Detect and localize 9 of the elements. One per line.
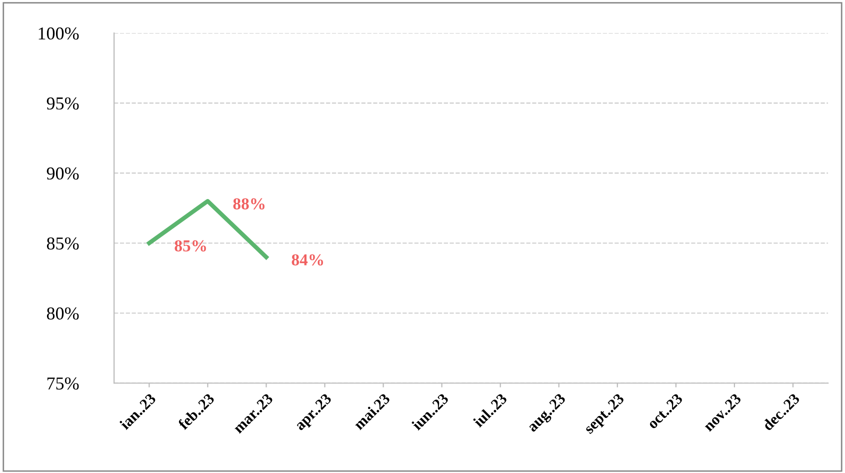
y-tick-label: 95% <box>46 97 79 110</box>
y-tick-label: 75% <box>47 377 79 390</box>
y-tick-label: 80% <box>46 307 79 320</box>
y-tick-label: 90% <box>46 167 79 180</box>
y-tick-label: 85% <box>46 237 79 250</box>
data-label: 84% <box>292 254 324 266</box>
data-label: 88% <box>233 198 264 210</box>
data-label: 85% <box>174 240 206 252</box>
y-tick-label: 100% <box>38 27 79 40</box>
